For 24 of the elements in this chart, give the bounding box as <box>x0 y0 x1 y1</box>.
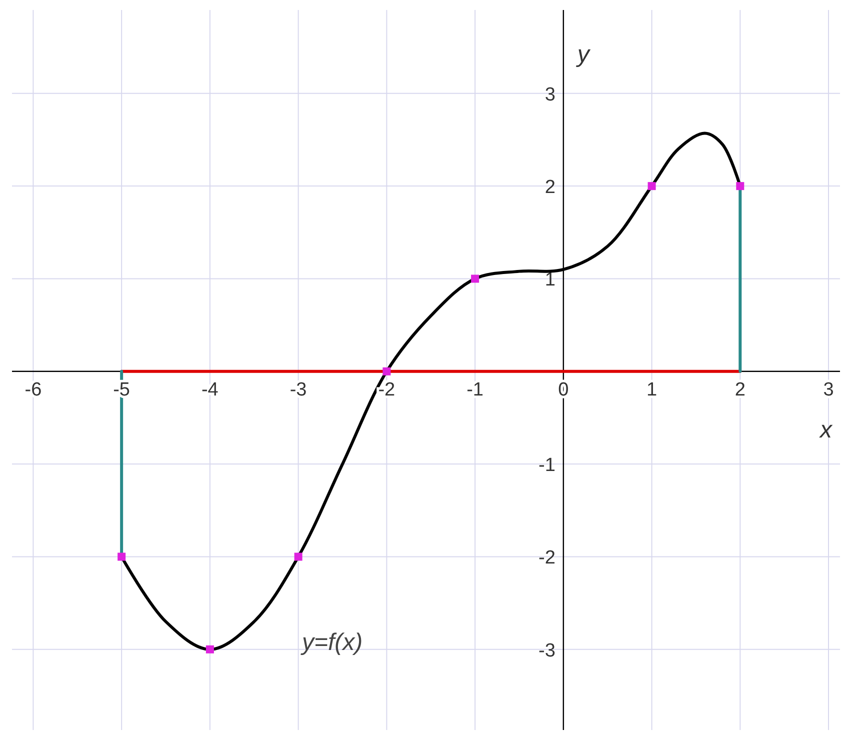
y-tick-label: -1 <box>538 455 556 476</box>
x-tick-label: -6 <box>24 379 42 400</box>
point <box>736 182 744 190</box>
y-tick-label: 2 <box>544 177 556 198</box>
y-tick-label: 1 <box>544 270 556 291</box>
point <box>206 645 214 654</box>
x-tick-label: -1 <box>466 379 484 400</box>
y-tick-label: -2 <box>538 548 556 569</box>
x-tick-label: -2 <box>378 379 396 400</box>
x-tick-label: -3 <box>290 379 307 400</box>
x-tick-label: 2 <box>734 379 746 400</box>
y-tick-label: 3 <box>544 84 556 106</box>
point <box>118 552 126 561</box>
point <box>648 182 656 190</box>
x-tick-label: 1 <box>646 379 658 400</box>
point <box>294 552 302 561</box>
point <box>382 367 391 376</box>
annotation: y=f(x) <box>300 629 363 656</box>
x-tick-label: -4 <box>201 379 219 400</box>
point <box>471 274 480 283</box>
x-tick-label: 3 <box>823 379 834 400</box>
y-axis-title: y <box>575 41 592 68</box>
y-tick-label: -3 <box>538 640 556 662</box>
x-axis-title: x <box>819 416 833 444</box>
